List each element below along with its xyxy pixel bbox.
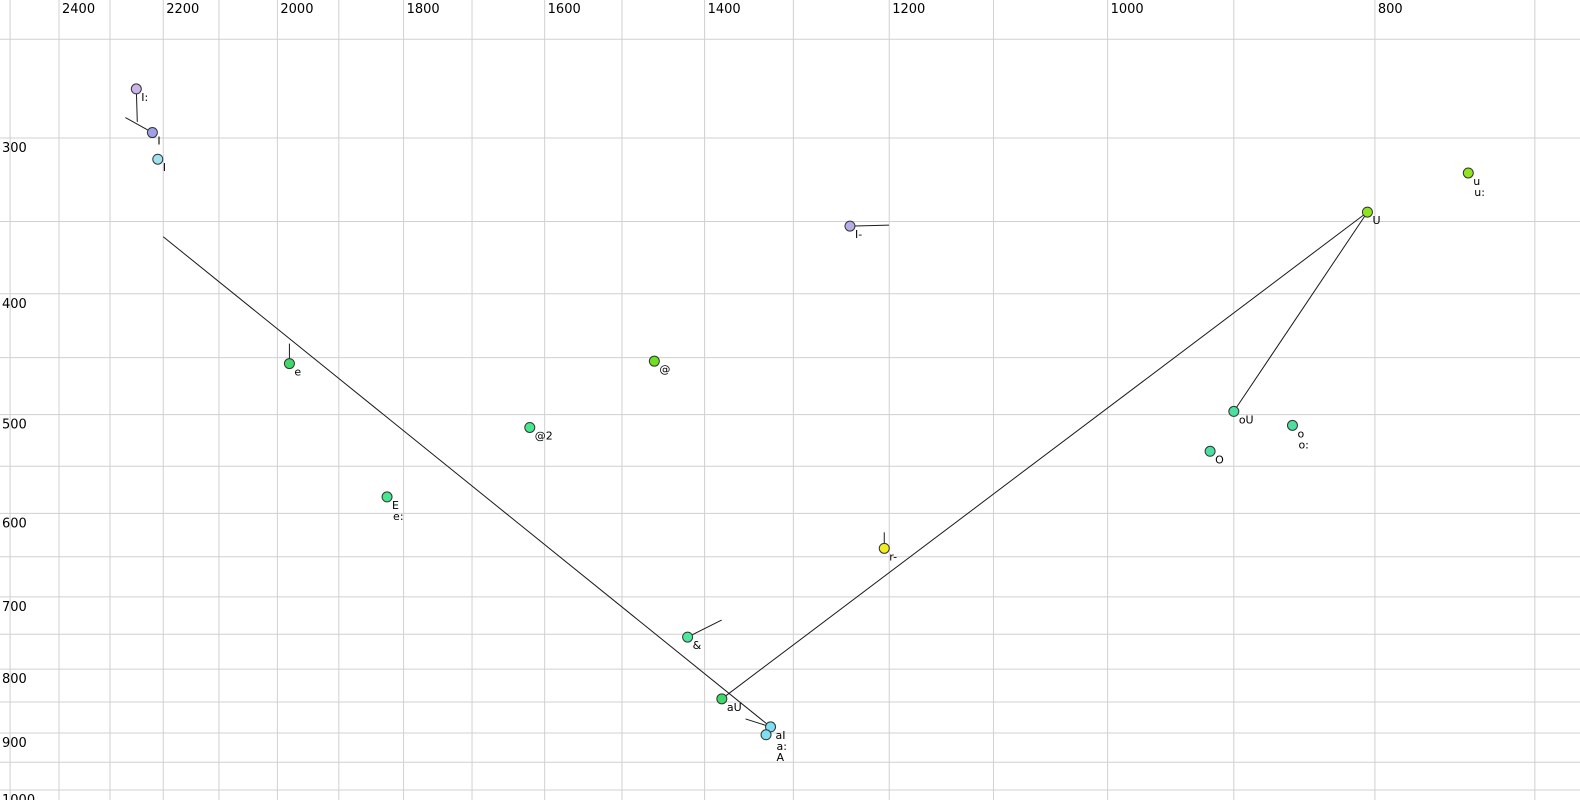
vowel-point-aU	[716, 693, 728, 705]
vowel-point-u	[1462, 167, 1474, 179]
y-tick-label-400: 400	[2, 297, 27, 312]
y-tick-label-1000: 1000	[2, 793, 35, 800]
vowel-label-aI: aI a: A	[776, 729, 787, 764]
vowel-point-@	[648, 355, 660, 367]
x-tick-label-1400: 1400	[708, 2, 741, 17]
trajectory-aI-glide	[162, 236, 771, 728]
vowel-label-&: &	[693, 639, 702, 652]
vowel-tail-I:	[135, 88, 138, 122]
y-tick-label-600: 600	[2, 516, 27, 531]
y-tick-label-500: 500	[2, 418, 27, 433]
vowel-label-I: I	[163, 161, 166, 174]
vowel-label-e: e	[294, 366, 301, 379]
y-tick-label-700: 700	[2, 600, 27, 615]
vowel-label-o: o o:	[1297, 427, 1308, 451]
vowel-label-I: I	[157, 135, 160, 148]
vowel-label-I:: I:	[141, 91, 148, 104]
x-tick-label-1200: 1200	[892, 2, 925, 17]
vowel-label-U: U	[1372, 214, 1380, 227]
tick-label-layer: 2400 2200 2000 1800 1600 1400 1200 1000 800 300 40…	[2, 2, 1403, 800]
trajectory-aU-glide	[721, 211, 1368, 700]
vowel-point-dot14	[760, 729, 772, 741]
x-tick-label-2000: 2000	[280, 2, 313, 17]
vowel-label-u: u u:	[1473, 175, 1485, 199]
vowel-label-aU: aU	[727, 701, 742, 714]
vowel-point-@2	[524, 421, 536, 433]
x-tick-label-800: 800	[1378, 2, 1403, 17]
vowel-point-U	[1361, 206, 1373, 218]
vowel-point-&	[682, 631, 694, 643]
vowel-point-r-	[878, 542, 890, 554]
point-label-layer: I: IIu u: U I-e @ @2 E e: r- & aU aI a: A oU o o: O	[141, 91, 1485, 764]
y-tick-label-900: 900	[2, 736, 27, 751]
vowel-label-@2: @2	[535, 429, 553, 442]
vowel-point-o	[1286, 419, 1298, 431]
vowel-point-I	[146, 127, 158, 139]
vowel-label-O: O	[1215, 453, 1224, 466]
x-tick-label-2200: 2200	[166, 2, 199, 17]
tail-layer	[125, 88, 889, 728]
vowel-point-E	[381, 491, 393, 503]
x-tick-label-1600: 1600	[548, 2, 581, 17]
vowel-tail-I-	[849, 224, 889, 227]
trajectory-oU-glide	[1233, 211, 1368, 412]
trajectory-layer	[162, 211, 1368, 728]
vowel-label-r-: r-	[889, 550, 897, 563]
vowel-tail-&	[687, 619, 722, 638]
vowel-label-@: @	[659, 363, 670, 376]
dot-layer	[130, 83, 1474, 741]
y-tick-label-800: 800	[2, 672, 27, 687]
x-tick-label-1800: 1800	[407, 2, 440, 17]
vowel-point-oU	[1228, 405, 1240, 417]
x-tick-label-1000: 1000	[1111, 2, 1144, 17]
vowel-label-oU: oU	[1239, 413, 1254, 426]
vowel-point-I-	[844, 220, 856, 232]
y-tick-label-300: 300	[2, 141, 27, 156]
vowel-point-I:	[130, 83, 142, 95]
vowel-point-I	[152, 153, 164, 165]
vowel-label-I-: I-	[855, 228, 862, 241]
vowel-point-O	[1204, 445, 1216, 457]
x-tick-label-2400: 2400	[62, 2, 95, 17]
vowel-point-e	[283, 358, 295, 370]
